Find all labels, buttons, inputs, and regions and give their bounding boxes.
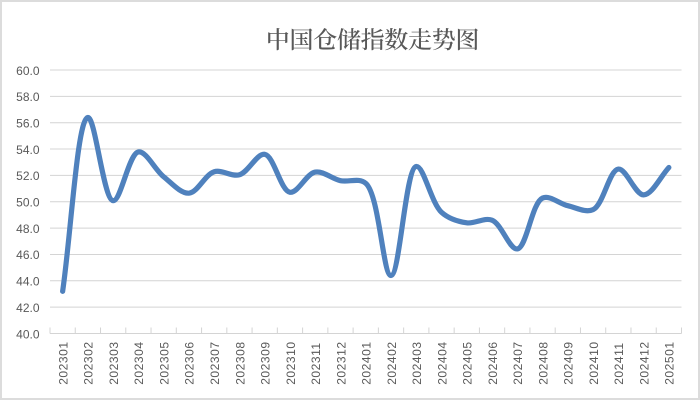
svg-text:202310: 202310 — [284, 341, 298, 384]
svg-text:202303: 202303 — [107, 341, 121, 384]
svg-text:202307: 202307 — [208, 341, 222, 384]
svg-text:202402: 202402 — [385, 341, 399, 384]
svg-text:50.0: 50.0 — [16, 196, 40, 210]
svg-text:202406: 202406 — [486, 341, 500, 384]
svg-text:202312: 202312 — [334, 341, 348, 384]
svg-text:56.0: 56.0 — [16, 117, 40, 131]
svg-text:202301: 202301 — [56, 341, 70, 384]
svg-text:202501: 202501 — [663, 341, 677, 384]
svg-text:44.0: 44.0 — [16, 275, 40, 289]
svg-text:202304: 202304 — [132, 341, 146, 384]
svg-text:46.0: 46.0 — [16, 248, 40, 262]
svg-text:202411: 202411 — [612, 342, 626, 384]
svg-text:202403: 202403 — [410, 341, 424, 384]
svg-text:202308: 202308 — [233, 341, 247, 384]
svg-text:202409: 202409 — [562, 341, 576, 384]
svg-text:58.0: 58.0 — [16, 90, 40, 104]
svg-text:48.0: 48.0 — [16, 222, 40, 236]
svg-text:202407: 202407 — [511, 341, 525, 384]
svg-text:202311: 202311 — [309, 342, 323, 384]
svg-text:54.0: 54.0 — [16, 143, 40, 157]
svg-text:202408: 202408 — [536, 341, 550, 384]
svg-text:202404: 202404 — [435, 341, 449, 384]
svg-text:52.0: 52.0 — [16, 169, 40, 183]
svg-text:202309: 202309 — [259, 341, 273, 384]
svg-text:202305: 202305 — [158, 341, 172, 384]
svg-text:202302: 202302 — [82, 341, 96, 384]
svg-text:60.0: 60.0 — [16, 64, 40, 78]
svg-text:202405: 202405 — [461, 341, 475, 384]
svg-text:40.0: 40.0 — [16, 327, 40, 341]
svg-text:202412: 202412 — [637, 341, 651, 384]
svg-text:42.0: 42.0 — [16, 301, 40, 315]
svg-text:202401: 202401 — [360, 341, 374, 384]
svg-text:202306: 202306 — [183, 341, 197, 384]
svg-text:202410: 202410 — [587, 341, 601, 384]
